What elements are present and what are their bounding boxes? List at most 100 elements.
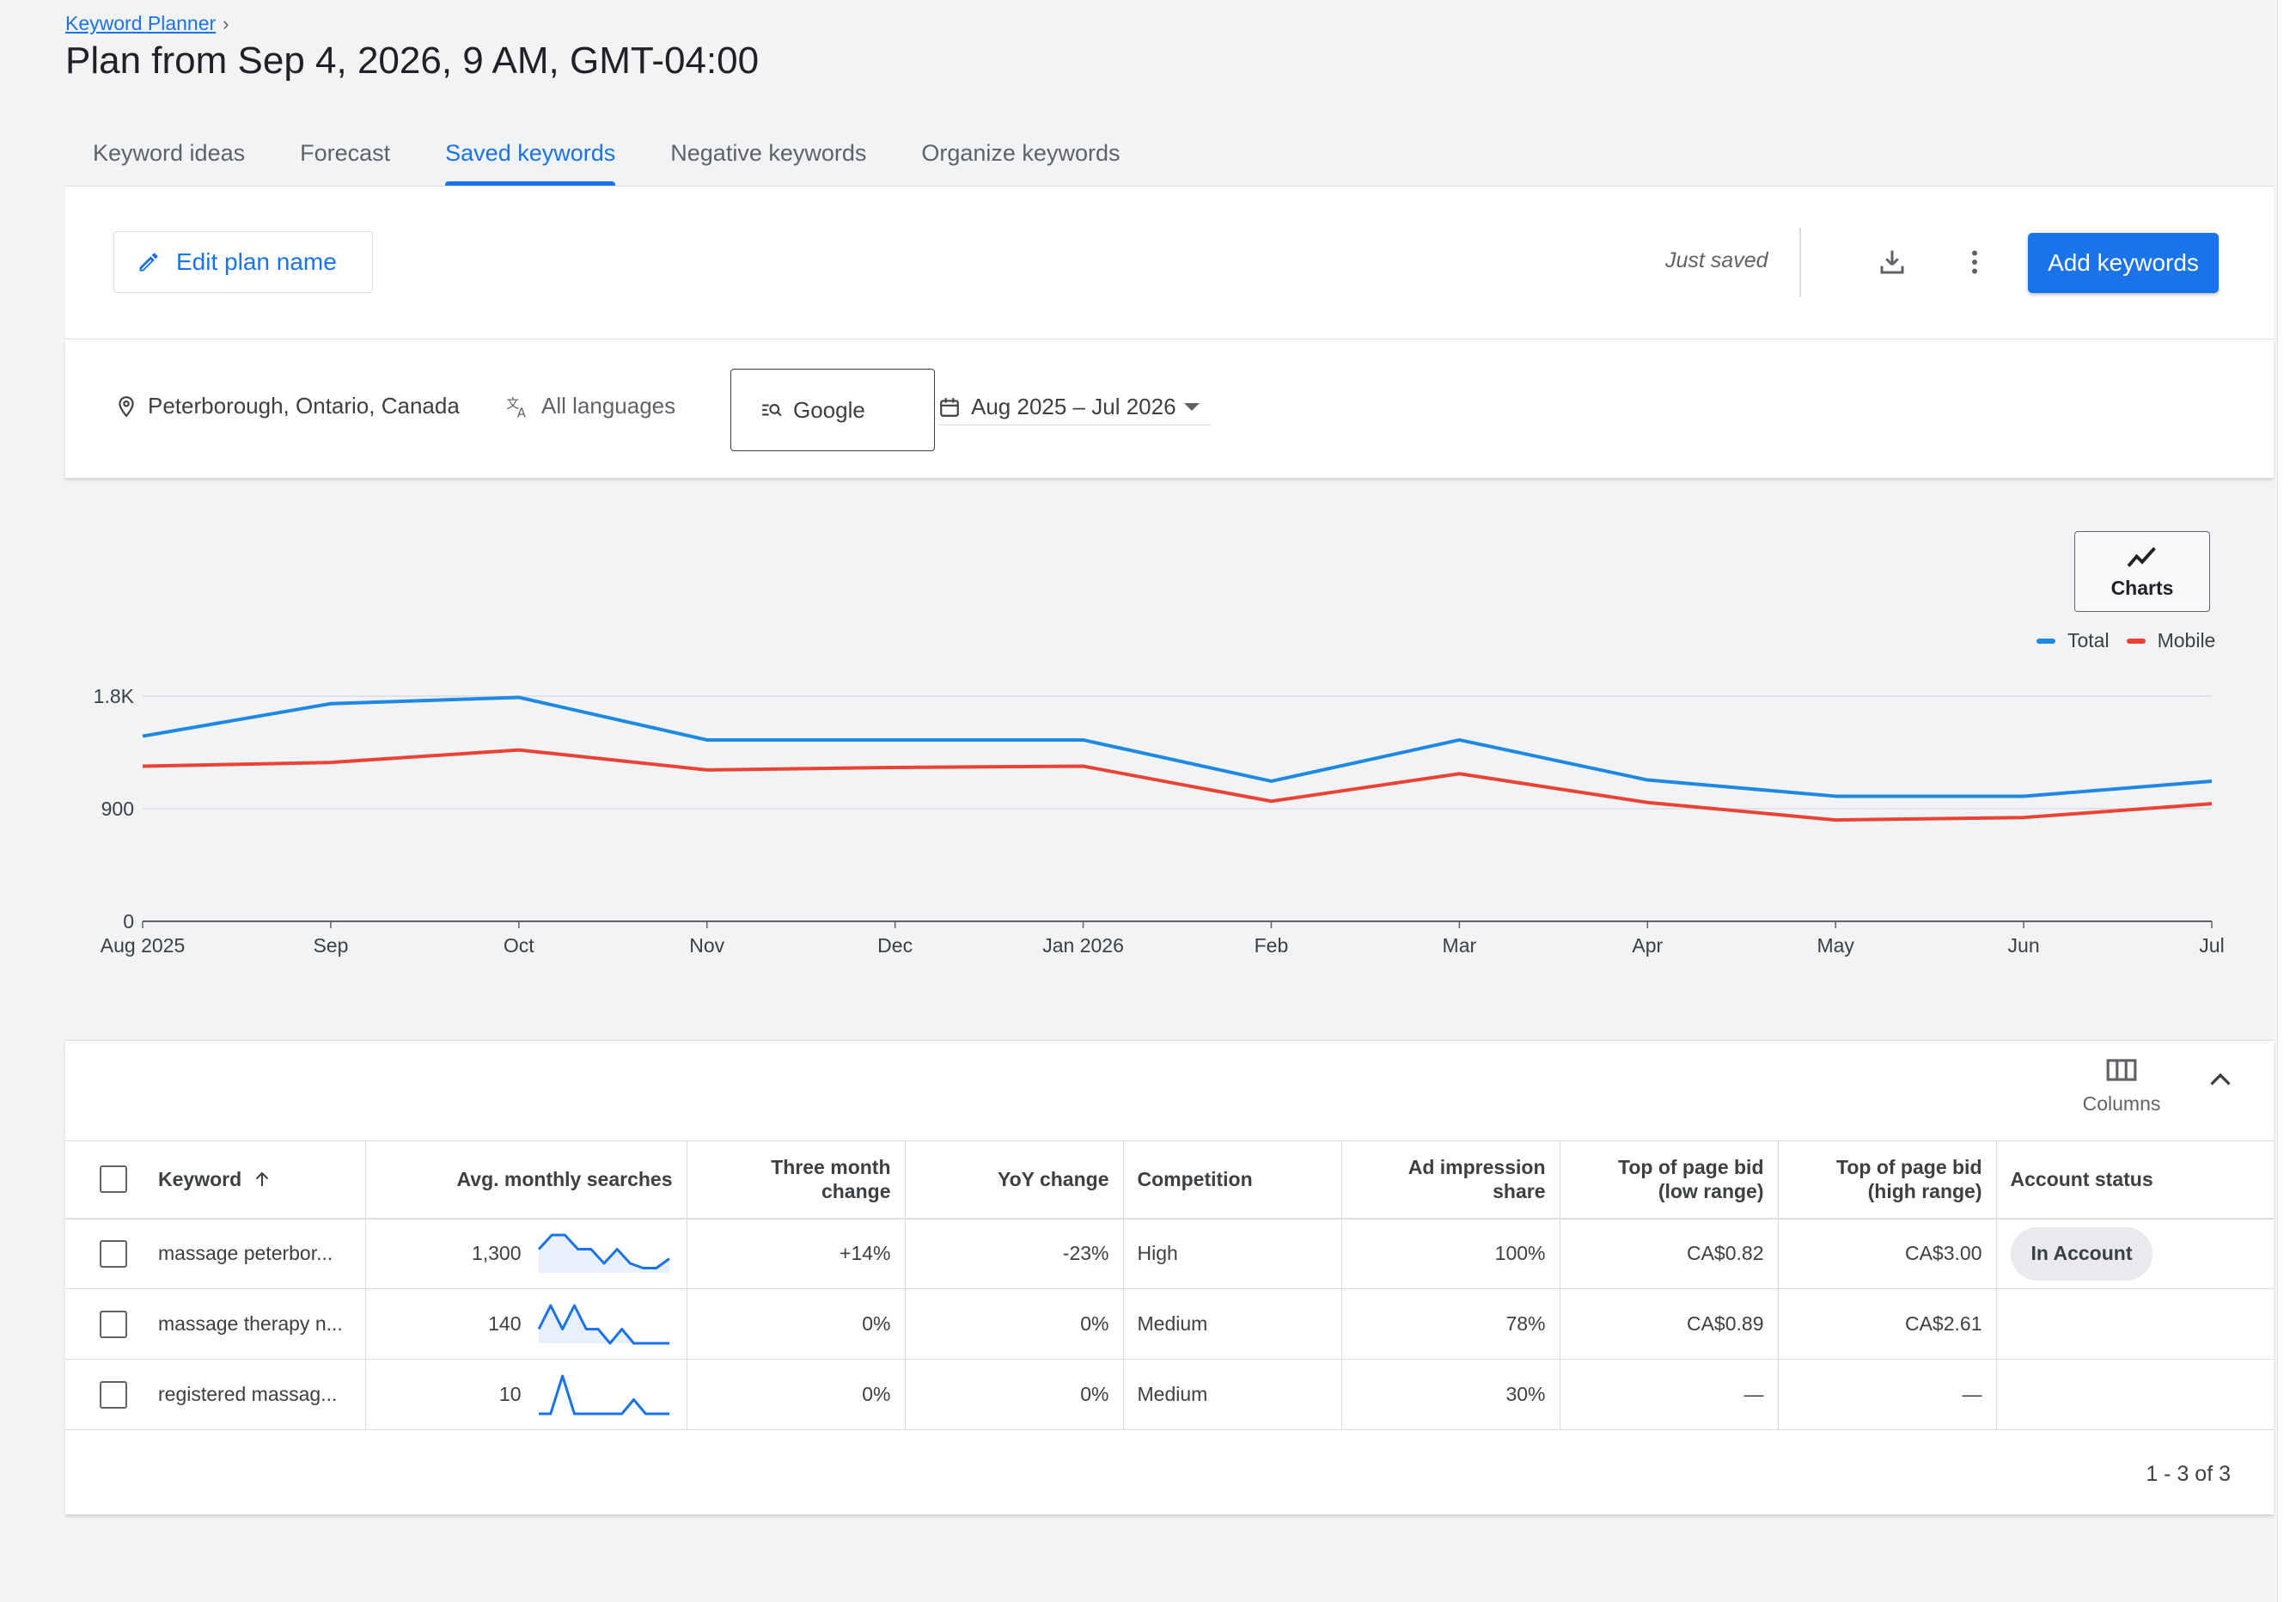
header-bid-low[interactable]: Top of page bid (low range) xyxy=(1560,1140,1779,1220)
sort-ascending-icon xyxy=(255,1171,269,1187)
x-tick-label: Apr xyxy=(1632,934,1663,957)
more-options-button[interactable] xyxy=(1951,238,1999,286)
location-label: Peterborough, Ontario, Canada xyxy=(148,393,460,419)
pencil-icon xyxy=(139,253,158,272)
search-network-filter[interactable]: Google xyxy=(730,369,935,451)
sparkline-line xyxy=(537,1233,670,1269)
row-checkbox[interactable] xyxy=(100,1239,127,1268)
avg-searches-value: 1,300 xyxy=(471,1242,522,1265)
x-tick-label: Oct xyxy=(504,934,534,957)
impression-share-value: 30% xyxy=(1341,1359,1560,1430)
page-title: Plan from Sep 4, 2026, 9 AM, GMT-04:00 xyxy=(65,40,760,82)
sparkline-area xyxy=(538,1234,669,1273)
columns-label: Columns xyxy=(2082,1092,2161,1115)
language-label: All languages xyxy=(541,393,676,419)
x-tick-label: Feb xyxy=(1255,934,1289,957)
legend-item-mobile[interactable]: Mobile xyxy=(2126,629,2216,652)
x-tick-label: Aug 2025 xyxy=(101,934,185,957)
save-status: Just saved xyxy=(1665,248,1768,272)
legend-swatch-total xyxy=(2036,638,2055,644)
keywords-table: Keyword Avg. monthly searches Three mont… xyxy=(65,1140,2274,1430)
date-range-label: Aug 2025 – Jul 2026 xyxy=(971,394,1176,419)
select-all-checkbox[interactable] xyxy=(100,1165,127,1194)
table-row[interactable]: massage peterbor... 1,300 +14% -23% High… xyxy=(65,1218,2274,1289)
charts-button[interactable]: Charts xyxy=(2074,531,2210,612)
table-row[interactable]: registered massag... 10 0% 0% Medium 30%… xyxy=(65,1359,2274,1430)
sparkline-line xyxy=(538,1374,669,1415)
keywords-table-card: Columns Keyword Avg. monthly searches Th… xyxy=(65,1040,2274,1514)
account-status-value xyxy=(1996,1359,2274,1430)
y-tick-label: 1.8K xyxy=(94,685,135,707)
account-status-value xyxy=(1996,1288,2274,1360)
trend-sparkline xyxy=(538,1374,669,1415)
header-ad-impression-share[interactable]: Ad impression share xyxy=(1341,1140,1560,1220)
bid-low-value: — xyxy=(1560,1359,1779,1430)
edit-plan-name-label: Edit plan name xyxy=(176,248,337,275)
bid-high-value: CA$3.00 xyxy=(1778,1218,1997,1289)
bid-low-value: CA$0.82 xyxy=(1560,1218,1779,1289)
row-checkbox[interactable] xyxy=(100,1380,127,1409)
header-yoy-change[interactable]: YoY change xyxy=(905,1140,1124,1220)
header-account-status[interactable]: Account status xyxy=(1996,1140,2274,1220)
header-avg-monthly-searches[interactable]: Avg. monthly searches xyxy=(365,1140,687,1220)
download-icon xyxy=(1880,250,1904,274)
header-bid-high[interactable]: Top of page bid (high range) xyxy=(1778,1140,1997,1220)
competition-value: Medium xyxy=(1123,1359,1342,1430)
table-row[interactable]: massage therapy n... 140 0% 0% Medium 78… xyxy=(65,1288,2274,1360)
tab-saved-keywords[interactable]: Saved keywords xyxy=(418,120,643,186)
y-tick-label: 900 xyxy=(101,798,134,820)
table-header-row: Keyword Avg. monthly searches Three mont… xyxy=(65,1140,2274,1220)
x-tick-label: Jan 2026 xyxy=(1042,934,1124,957)
x-tick-label: Jul xyxy=(2199,934,2224,957)
bid-low-value: CA$0.89 xyxy=(1560,1288,1779,1360)
row-checkbox[interactable] xyxy=(100,1310,127,1338)
add-keywords-button[interactable]: Add keywords xyxy=(2028,233,2219,293)
date-range-filter[interactable]: Aug 2025 – Jul 2026 xyxy=(938,389,1212,425)
x-tick-label: Nov xyxy=(689,934,724,957)
toolbar-divider xyxy=(1799,228,1801,297)
three-month-change-value: 0% xyxy=(687,1288,906,1360)
collapse-button[interactable] xyxy=(2205,1065,2236,1100)
chart-legend: Total Mobile xyxy=(2036,629,2232,652)
yoy-change-value: 0% xyxy=(905,1359,1124,1430)
series-line-mobile xyxy=(142,748,2213,822)
x-tick-label: Mar xyxy=(1443,934,1477,957)
svg-text:文: 文 xyxy=(506,395,519,411)
edit-plan-name-button[interactable]: Edit plan name xyxy=(113,231,373,293)
columns-icon xyxy=(2106,1059,2137,1081)
legend-label-mobile: Mobile xyxy=(2157,629,2216,651)
header-keyword[interactable]: Keyword xyxy=(65,1140,366,1220)
location-filter[interactable]: Peterborough, Ontario, Canada xyxy=(115,393,460,419)
x-tick-label: Dec xyxy=(877,934,913,957)
translate-icon: 文A xyxy=(506,395,527,419)
chevron-right-icon: › xyxy=(223,12,229,34)
trend-sparkline xyxy=(537,1233,670,1273)
header-competition[interactable]: Competition xyxy=(1123,1140,1342,1220)
columns-button[interactable]: Columns xyxy=(2071,1056,2172,1116)
legend-item-total[interactable]: Total xyxy=(2036,629,2110,652)
y-tick-label: 0 xyxy=(123,910,134,932)
tab-keyword-ideas[interactable]: Keyword ideas xyxy=(93,139,246,166)
calendar-icon xyxy=(940,397,959,417)
keyword-text: massage peterbor... xyxy=(158,1242,333,1265)
trend-line-icon xyxy=(2127,547,2156,567)
tab-negative-keywords[interactable]: Negative keywords xyxy=(670,139,867,166)
tab-organize-keywords[interactable]: Organize keywords xyxy=(921,139,1121,166)
svg-text:A: A xyxy=(517,405,527,419)
breadcrumb: Keyword Planner › xyxy=(65,12,229,35)
more-vert-icon xyxy=(1972,250,1977,274)
header-three-month-change[interactable]: Three month change xyxy=(687,1140,906,1220)
account-status-badge: In Account xyxy=(2010,1226,2153,1281)
impression-share-value: 78% xyxy=(1341,1288,1560,1360)
tab-forecast[interactable]: Forecast xyxy=(300,139,391,166)
breadcrumb-keyword-planner-link[interactable]: Keyword Planner xyxy=(65,12,217,34)
download-button[interactable] xyxy=(1868,238,1916,286)
search-volume-chart: 0 900 1.8K Aug 2025 Sep Oct Nov Dec Jan 2026 Feb M… xyxy=(94,685,2225,957)
location-pin-icon xyxy=(119,395,134,417)
legend-label-total: Total xyxy=(2067,629,2110,651)
page-scrollbar[interactable] xyxy=(2277,0,2296,1602)
three-month-change-value: 0% xyxy=(687,1359,906,1430)
trend-sparkline xyxy=(537,1304,669,1344)
